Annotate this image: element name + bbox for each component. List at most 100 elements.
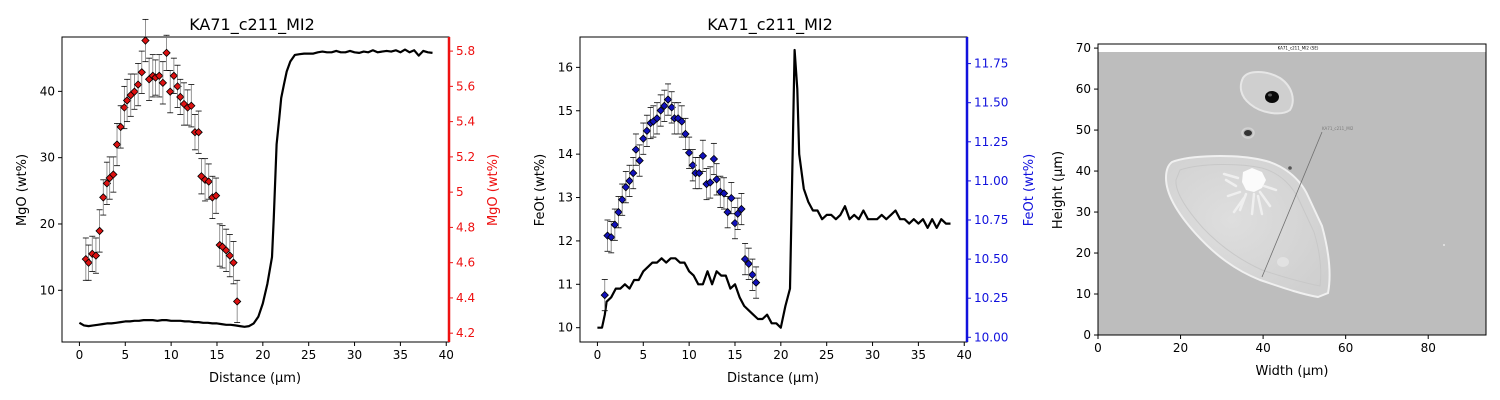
chart2-point xyxy=(677,117,686,126)
chart2-point xyxy=(660,101,669,110)
chart1-point xyxy=(229,258,238,267)
sem-header-text: KA71_c211_MI2 (SE) xyxy=(1278,46,1319,51)
sem-xtick-label: 40 xyxy=(1255,341,1270,355)
sem-ytick-label: 50 xyxy=(1076,123,1091,137)
chart1-point xyxy=(109,170,118,179)
chart2-y2tick-label: 10.25 xyxy=(974,291,1008,305)
chart1-y2tick-label: 5.2 xyxy=(456,150,475,164)
sem-ytick-label: 40 xyxy=(1076,164,1091,178)
chart1-point xyxy=(162,48,171,58)
chart1-y2tick-label: 4.2 xyxy=(456,326,475,340)
chart2-point xyxy=(706,178,715,187)
chart1-y2tick-label: 4.6 xyxy=(456,256,475,270)
chart1-frame xyxy=(61,36,450,343)
chart2-xtick-label: 35 xyxy=(911,348,926,362)
chart1-xtick-label: 5 xyxy=(121,348,129,362)
chart2-point xyxy=(698,151,708,161)
chart2-point xyxy=(748,270,757,279)
chart2-point xyxy=(684,148,694,157)
chart2-point xyxy=(629,168,638,178)
chart2-ytick-label: 13 xyxy=(558,191,573,205)
chart1-point xyxy=(221,246,231,255)
chart1-point xyxy=(99,193,108,202)
chart2-xtick-label: 25 xyxy=(819,348,834,362)
sem-ytick-label: 30 xyxy=(1076,205,1091,219)
chart1-y2tick-label: 5 xyxy=(456,185,464,199)
chart2-plot-area: 0 5 10 15 20 25 30 35 40 10 11 12 13 14 15 16 10.00 10.25… xyxy=(558,36,1008,362)
sem-ytick-label: 10 xyxy=(1076,287,1091,301)
chart1-xtick-label: 35 xyxy=(393,348,408,362)
chart1-point xyxy=(176,92,185,102)
chart1-ytick-label: 30 xyxy=(40,151,55,165)
chart2-point xyxy=(656,106,665,115)
chart2-ytick-label: 15 xyxy=(558,104,573,118)
chart2-point xyxy=(712,175,721,184)
chart1-y2tick-label: 4.4 xyxy=(456,291,475,305)
chart1-xtick-label: 40 xyxy=(439,348,454,362)
chart2-ylabel: FeOt (wt%) xyxy=(533,154,548,226)
chart1-point xyxy=(122,96,132,105)
chart2-title: KA71_c211_MI2 xyxy=(707,15,833,35)
chart2-y2tick-label: 11.75 xyxy=(974,57,1008,71)
chart2-point xyxy=(719,189,729,198)
chart2-point xyxy=(663,95,673,104)
chart1-point xyxy=(84,258,93,267)
chart1-point xyxy=(133,80,143,89)
chart1-y2label: MgO (wt%) xyxy=(486,154,501,226)
chart2-y2label: FeOt (wt%) xyxy=(1022,154,1037,226)
chart1-point xyxy=(211,191,221,200)
chart2-ytick-label: 10 xyxy=(558,321,573,335)
chart2-point xyxy=(614,208,623,217)
chart2-y2tick-label: 11.50 xyxy=(974,96,1008,110)
feot-profile-chart: KA71_c211_MI2 0 5 10 15 20 25 30 35 40 10 11 12 13 14… xyxy=(533,15,1037,386)
chart2-xtick-label: 0 xyxy=(594,348,602,362)
sem-frame xyxy=(1097,43,1487,336)
chart1-point xyxy=(130,87,139,96)
chart2-point xyxy=(635,156,644,165)
chart2-y2tick-label: 10.50 xyxy=(974,252,1008,266)
chart1-series-line xyxy=(78,48,433,328)
chart1-ytick-label: 40 xyxy=(40,84,55,98)
sem-xtick-label: 80 xyxy=(1421,341,1436,355)
chart2-xtick-label: 30 xyxy=(865,348,880,362)
chart2-point xyxy=(733,209,742,218)
chart1-title: KA71_c211_MI2 xyxy=(189,15,315,35)
chart1-point xyxy=(187,101,196,110)
chart2-point xyxy=(737,204,746,214)
sem-profile-label: KA71_c211_MI2 xyxy=(1322,126,1354,131)
chart2-point xyxy=(681,129,690,139)
chart2-point xyxy=(744,259,753,268)
chart2-ytick-label: 11 xyxy=(558,277,573,291)
sem-axes: 0 20 40 60 80 0 10 20 30 40 50 60 70 xyxy=(1076,41,1487,355)
chart1-point xyxy=(137,68,146,77)
chart1-xtick-label: 20 xyxy=(255,348,270,362)
chart1-point xyxy=(155,71,164,80)
mgo-profile-chart: KA71_c211_MI2 0 5 10 15 20 25 30 35 40102030404.… xyxy=(15,15,501,386)
chart2-point xyxy=(751,278,761,287)
chart1-point xyxy=(194,128,203,137)
chart2-ytick-label: 12 xyxy=(558,234,573,248)
sem-ytick-label: 70 xyxy=(1076,41,1091,55)
chart1-xtick-label: 25 xyxy=(301,348,316,362)
chart1-xtick-label: 10 xyxy=(163,348,178,362)
chart1-y2tick-label: 5.8 xyxy=(456,44,475,58)
chart1-point xyxy=(141,36,150,45)
chart2-point xyxy=(709,154,719,164)
sem-xtick-label: 20 xyxy=(1173,341,1188,355)
sem-ytick-label: 60 xyxy=(1076,82,1091,96)
chart1-point xyxy=(204,177,213,186)
chart2-xtick-label: 5 xyxy=(639,348,647,362)
chart2-point xyxy=(723,208,732,217)
chart2-point xyxy=(631,145,641,154)
chart1-y2tick-label: 5.6 xyxy=(456,79,475,93)
chart2-xtick-label: 10 xyxy=(681,348,696,362)
chart2-y2tick-label: 10.00 xyxy=(974,330,1008,344)
chart2-y2tick-label: 11.00 xyxy=(974,174,1008,188)
sem-ylabel: Height (µm) xyxy=(1051,151,1066,229)
chart1-xlabel: Distance (µm) xyxy=(209,371,301,386)
chart1-xtick-label: 30 xyxy=(347,348,362,362)
chart2-point xyxy=(740,254,750,264)
chart2-frame xyxy=(579,36,968,343)
chart2-y2tick-label: 11.25 xyxy=(974,135,1008,149)
dark-inclusion xyxy=(1265,91,1279,103)
